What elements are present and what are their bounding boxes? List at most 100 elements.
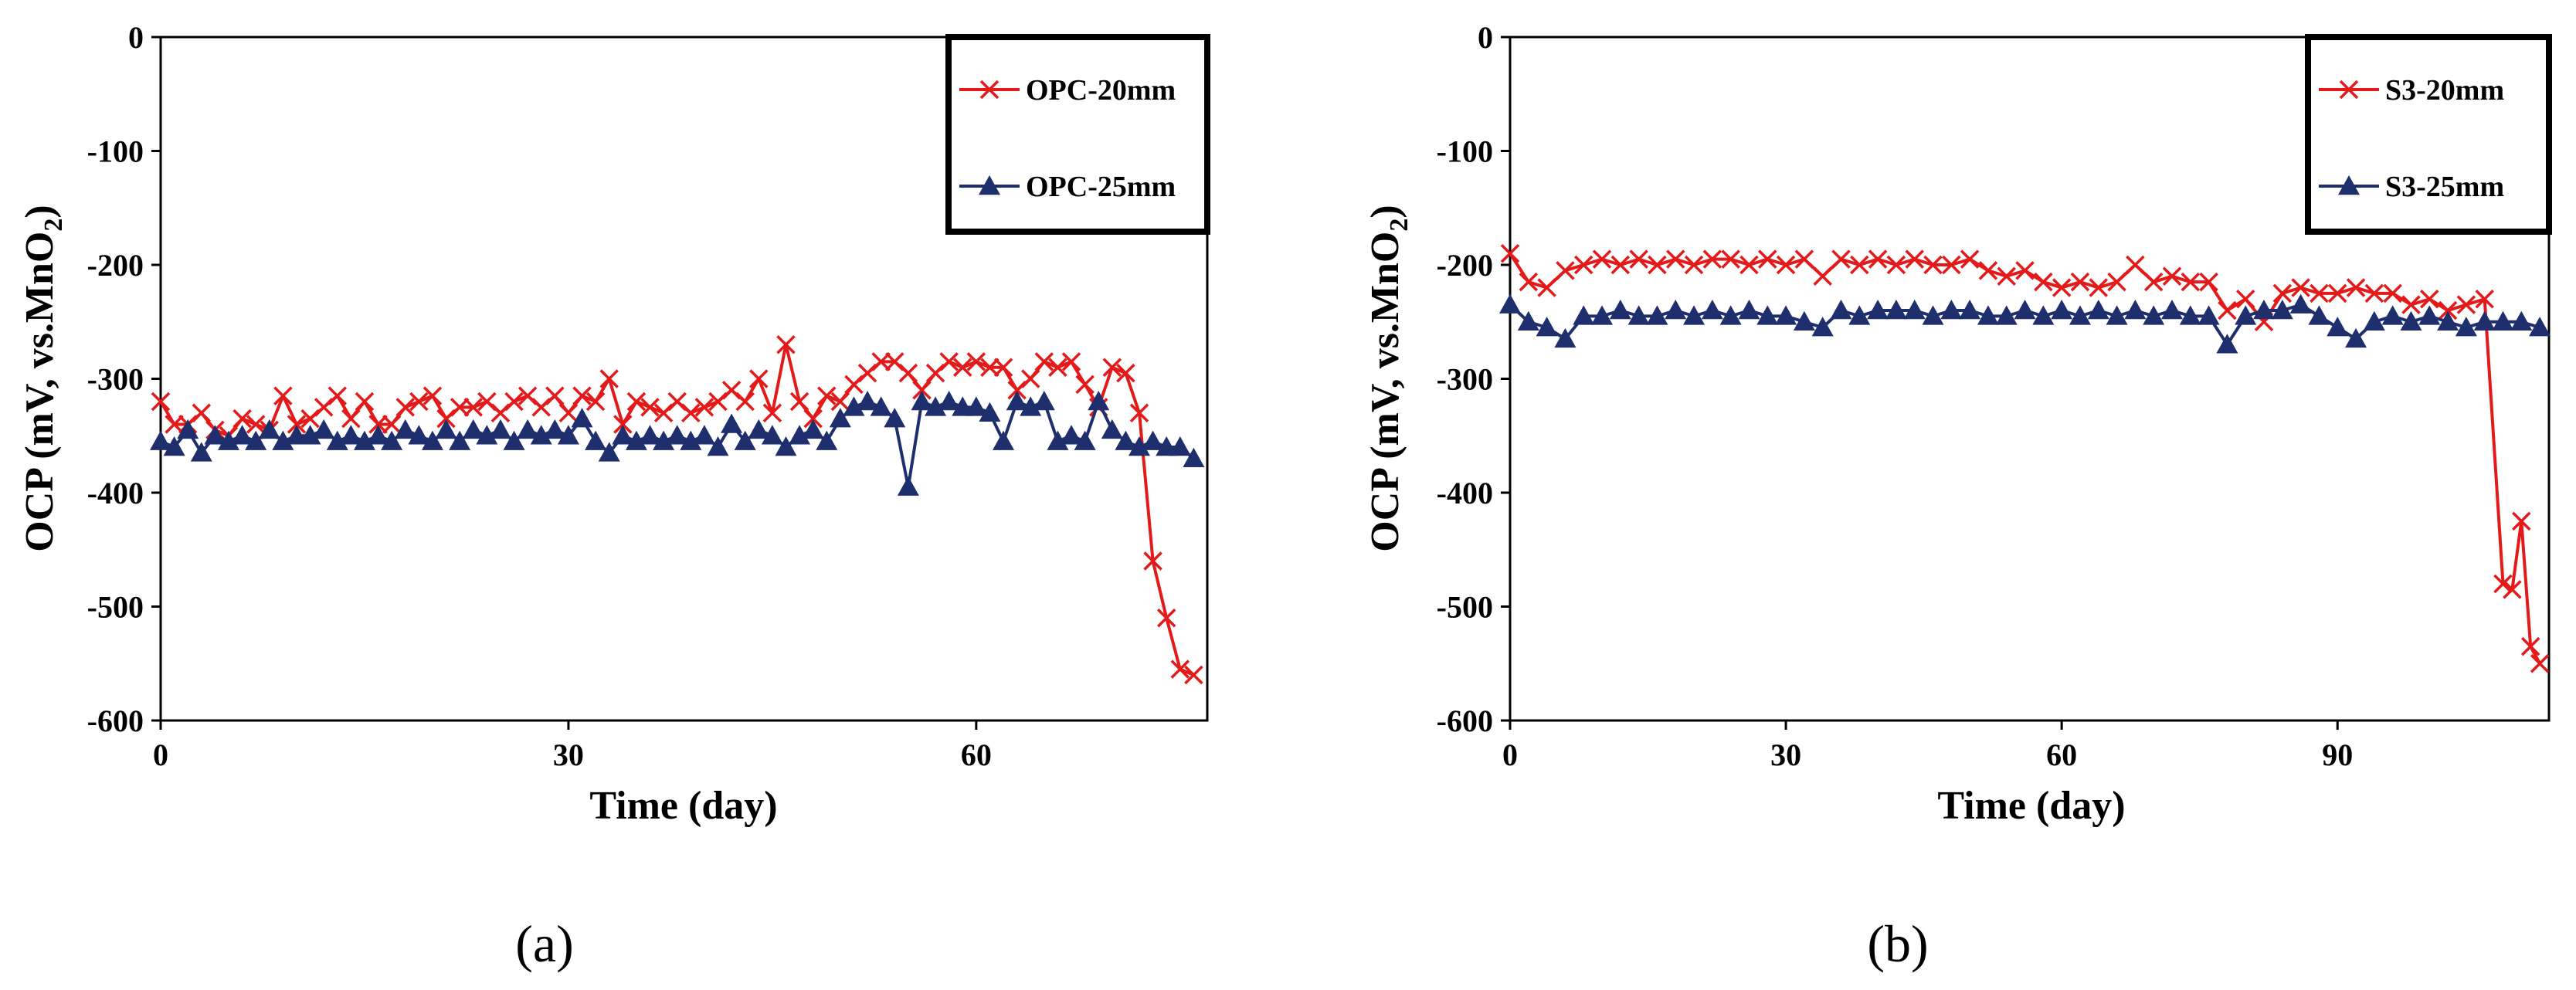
data-point [1184, 665, 1203, 685]
data-point [518, 386, 538, 405]
data-point [1684, 255, 1704, 275]
data-point [640, 398, 660, 417]
legend-label: S3-20mm [2385, 74, 2504, 107]
data-point [2253, 300, 2276, 320]
data-point [1554, 327, 1576, 348]
data-point [626, 392, 647, 412]
data-point [802, 419, 824, 439]
data-point [1997, 266, 2016, 286]
data-point [1061, 425, 1083, 445]
data-point [1701, 300, 1723, 320]
data-point [993, 430, 1015, 450]
data-point [151, 392, 171, 412]
x-axis-title-a: Time (day) [589, 784, 777, 828]
x-tick-label: 30 [553, 737, 584, 772]
legend-label: OPC-25mm [1026, 171, 1176, 203]
data-point [1034, 352, 1054, 371]
data-point [1116, 363, 1135, 383]
data-point [287, 415, 307, 434]
data-point [1128, 436, 1151, 456]
data-point [979, 402, 1001, 422]
data-point [1499, 293, 1521, 314]
data-point [2271, 300, 2293, 320]
data-point [2107, 272, 2126, 292]
data-point [1170, 659, 1190, 679]
x-axis-title-b: Time (day) [1937, 784, 2125, 828]
data-point [436, 409, 456, 429]
data-point [789, 425, 811, 445]
data-point [450, 398, 470, 417]
data-point [1793, 310, 1815, 331]
data-point [585, 392, 606, 412]
data-point [421, 430, 443, 450]
data-point [1646, 305, 1668, 325]
data-point [761, 425, 783, 445]
data-point [693, 425, 715, 445]
data-point [1721, 249, 1740, 269]
data-point [1940, 300, 1963, 320]
data-point [367, 425, 389, 445]
data-point [1006, 391, 1028, 411]
data-point [1537, 278, 1556, 297]
data-point [925, 396, 947, 416]
data-point [2143, 272, 2164, 292]
data-point [2034, 272, 2053, 292]
data-point [2179, 305, 2201, 325]
data-point [1519, 272, 1539, 292]
data-point [1592, 249, 1612, 269]
data-point [558, 403, 579, 422]
y-tick-label: -100 [87, 134, 144, 169]
data-point [1517, 310, 1539, 331]
data-point [2218, 300, 2237, 320]
data-point [1868, 249, 1888, 269]
data-point [1905, 249, 1924, 269]
series-S3-25mm [1499, 293, 2551, 354]
data-point [1500, 244, 1520, 263]
data-point [939, 352, 959, 371]
data-point [2106, 305, 2128, 325]
data-point [544, 419, 566, 439]
data-point [2345, 327, 2367, 348]
data-point [817, 386, 837, 405]
data-point [477, 392, 497, 412]
data-point [966, 352, 986, 371]
data-point [2420, 290, 2439, 309]
data-point [749, 369, 769, 388]
data-point [273, 386, 293, 405]
data-point [1075, 375, 1095, 395]
data-point [898, 363, 918, 383]
data-point [2383, 283, 2402, 303]
data-point [748, 419, 770, 439]
data-point [1978, 261, 1998, 280]
y-tick-label: -100 [1437, 134, 1493, 169]
data-point [394, 419, 416, 439]
data-point [299, 425, 321, 445]
data-point [285, 425, 307, 445]
series-OPC-25mm [150, 391, 1205, 496]
data-point [599, 369, 619, 388]
data-point [2310, 283, 2329, 303]
data-point [2032, 305, 2055, 325]
data-point [177, 419, 199, 439]
data-point [2291, 278, 2310, 297]
data-point [2327, 317, 2349, 337]
data-point [232, 409, 252, 429]
data-point [1758, 249, 1777, 269]
data-point [368, 415, 388, 434]
data-point [694, 398, 714, 417]
data-point [993, 358, 1013, 377]
data-point [1536, 317, 1558, 337]
y-tick-label: 0 [128, 20, 144, 55]
data-point [150, 430, 171, 450]
x-tick-label: 0 [153, 737, 168, 772]
data-point [1129, 403, 1149, 422]
data-point [1556, 261, 1575, 280]
data-point [870, 396, 892, 416]
data-point [1142, 430, 1164, 450]
data-point [476, 425, 498, 445]
data-point [449, 430, 471, 450]
data-point [1886, 255, 1906, 275]
data-point [1794, 249, 1814, 269]
data-point [2437, 310, 2459, 331]
y-tick-label: -400 [87, 476, 144, 510]
